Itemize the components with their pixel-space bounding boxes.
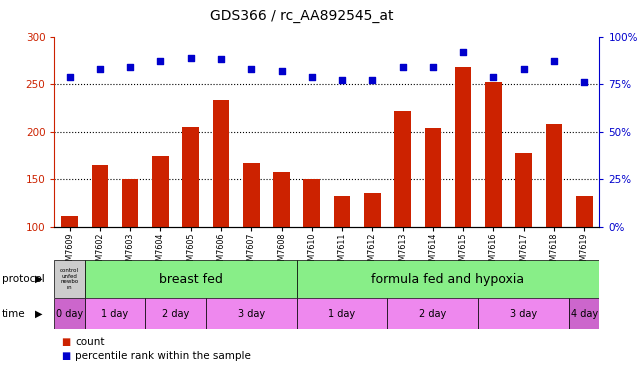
Text: protocol: protocol [2,274,45,284]
Bar [213,100,229,227]
Bar [297,298,387,329]
Point [337,78,347,83]
Bar [303,179,320,227]
Text: time: time [2,309,26,319]
Bar [569,298,599,329]
Bar [576,195,592,227]
Bar [152,156,169,227]
Text: ■: ■ [61,337,70,347]
Text: 2 day: 2 day [162,309,189,319]
Bar [297,260,599,298]
Bar [85,298,146,329]
Bar [545,124,562,227]
Text: 3 day: 3 day [238,309,265,319]
Point [95,66,105,72]
Text: count: count [75,337,104,347]
Text: 2 day: 2 day [419,309,447,319]
Bar [334,197,351,227]
Point [397,64,408,70]
Text: GDS366 / rc_AA892545_at: GDS366 / rc_AA892545_at [210,9,393,23]
Text: ▶: ▶ [35,274,42,284]
Point [367,78,378,83]
Point [458,49,469,55]
Point [306,74,317,79]
Text: 1 day: 1 day [328,309,356,319]
Text: formula fed and hypoxia: formula fed and hypoxia [371,273,524,285]
Bar [387,298,478,329]
Text: 3 day: 3 day [510,309,537,319]
Point [216,56,226,62]
Bar [206,298,297,329]
Point [246,66,256,72]
Point [579,79,589,85]
Bar [273,172,290,227]
Point [155,59,165,64]
Text: breast fed: breast fed [159,273,222,285]
Point [549,59,559,64]
Bar [146,298,206,329]
Text: control
unfed
newbo
rn: control unfed newbo rn [60,269,79,290]
Bar [92,165,108,227]
Point [276,68,287,74]
Bar [243,163,260,227]
Point [65,74,75,79]
Point [186,55,196,60]
Bar [54,298,85,329]
Bar [455,67,471,227]
Text: 0 day: 0 day [56,309,83,319]
Text: 4 day: 4 day [570,309,598,319]
Text: ■: ■ [61,351,70,361]
Point [125,64,135,70]
Bar [424,128,441,227]
Text: percentile rank within the sample: percentile rank within the sample [75,351,251,361]
Point [428,64,438,70]
Text: ▶: ▶ [35,309,42,319]
Bar [85,260,297,298]
Bar [183,127,199,227]
Bar [364,193,381,227]
Point [519,66,529,72]
Bar [515,153,532,227]
Point [488,74,499,79]
Bar [394,111,411,227]
Bar [485,82,502,227]
Text: 1 day: 1 day [101,309,129,319]
Bar [54,260,85,298]
Bar [62,216,78,227]
Bar [478,298,569,329]
Bar [122,179,138,227]
